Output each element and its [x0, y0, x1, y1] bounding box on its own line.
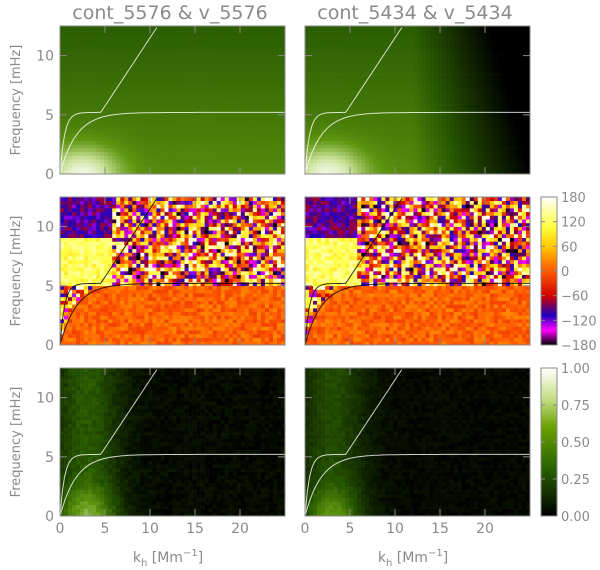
- panel-frame: [59, 25, 286, 175]
- column-title-2: cont_5434 & v_5434: [317, 2, 512, 24]
- x-tick-label: 5: [101, 521, 110, 537]
- x-axis-label-col-2: kh [Mm−1]: [378, 548, 448, 569]
- x-tick-label: 20: [476, 521, 494, 537]
- ridge-curve-upper: [59, 369, 158, 517]
- x-tick-label: 10: [141, 521, 159, 537]
- x-axis-label-col-1: kh [Mm−1]: [133, 548, 203, 569]
- ridge-curve-lower: [304, 111, 530, 175]
- x-tick-label: 20: [231, 521, 249, 537]
- panel-frame: [59, 367, 286, 517]
- ridge-curve-upper: [59, 27, 158, 175]
- colorbar-tick-label: −60: [561, 290, 588, 305]
- colorbar-tick-label: 0.00: [561, 510, 590, 525]
- y-axis-label-row-3: Frequency [mHz]: [9, 387, 24, 498]
- colorbar-tick-label: 180: [561, 191, 586, 206]
- ridge-curve-lower: [59, 453, 285, 517]
- panel-r3-c2: 0 5 10 15 20: [301, 367, 531, 537]
- y-tick-label: 0: [45, 509, 54, 525]
- panel-frame: [304, 25, 531, 175]
- panel-frame: [59, 196, 286, 346]
- y-tick-label: 0: [45, 338, 54, 354]
- ridge-curve-lower: [59, 111, 285, 175]
- y-tick-label: 10: [36, 391, 54, 407]
- x-tick-label: 15: [431, 521, 449, 537]
- panel-r2-c2: [304, 196, 531, 346]
- y-tick-label: 5: [45, 108, 54, 124]
- panel-r3-c1: 0 5 10 15 20 0 5 10: [36, 367, 286, 537]
- x-tick-label: 5: [346, 521, 355, 537]
- colorbar-tick-label: 0.25: [561, 473, 590, 488]
- y-tick-label: 0: [45, 167, 54, 183]
- ridge-curve-upper: [304, 198, 403, 346]
- y-tick-label: 5: [45, 279, 54, 295]
- colorbar-tick-label: −180: [561, 339, 597, 354]
- x-tick-label: 0: [56, 521, 65, 537]
- x-tick-label: 10: [386, 521, 404, 537]
- y-tick-label: 5: [45, 450, 54, 466]
- ridge-curve-lower: [304, 453, 530, 517]
- y-tick-label: 10: [36, 49, 54, 65]
- y-axis-label-row-1: Frequency [mHz]: [9, 45, 24, 156]
- colorbar-tick-label: 0: [561, 265, 569, 280]
- panels: 0 5 10 0 5 10 0 5 10 15 20 0 5 10 0 5 10 15 20: [36, 25, 531, 537]
- colorbar-tick-label: 0.75: [561, 399, 590, 414]
- x-tick-label: 0: [301, 521, 310, 537]
- panel-frame: [304, 196, 531, 346]
- ridge-curve-lower: [59, 282, 285, 346]
- panel-r1-c2: [304, 25, 531, 175]
- y-tick-label: 10: [36, 220, 54, 236]
- column-title-1: cont_5576 & v_5576: [72, 2, 267, 24]
- colorbar-tick-label: 60: [561, 240, 578, 255]
- y-axis-label-row-2: Frequency [mHz]: [9, 216, 24, 327]
- colorbar-tick-label: 1.00: [561, 362, 590, 377]
- panel-frame: [304, 367, 531, 517]
- colorbar-tick-label: 120: [561, 216, 586, 231]
- panel-r2-c1: 0 5 10: [36, 196, 286, 354]
- ridge-curve-lower: [304, 282, 530, 346]
- ridge-curve-upper: [59, 198, 158, 346]
- colorbar-tick-label: 0.50: [561, 436, 590, 451]
- ridge-curve-upper: [304, 27, 403, 175]
- colorbar-tick-label: −120: [561, 314, 597, 329]
- x-tick-label: 15: [186, 521, 204, 537]
- ridge-curve-upper: [304, 369, 403, 517]
- colorbar-tick-labels: 180 120 60 0 −60 −120 −180 1.00 0.75 0.50 0.25 0.00: [541, 191, 597, 525]
- panel-r1-c1: 0 5 10: [36, 25, 286, 183]
